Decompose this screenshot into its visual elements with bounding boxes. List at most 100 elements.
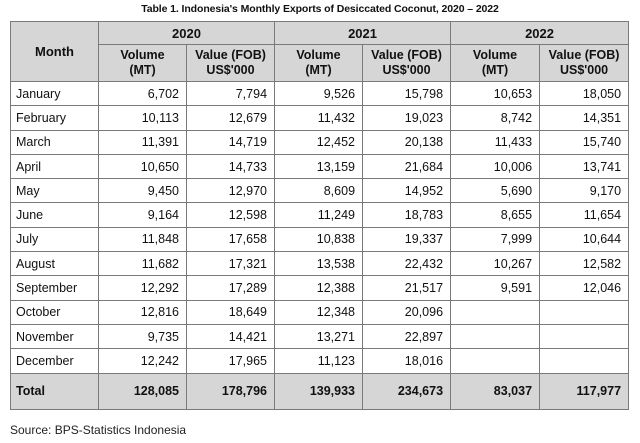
cell-volume-2021: 11,123 [274,348,364,374]
cell-value-2020: 12,679 [185,105,276,131]
cell-volume-2022: 11,433 [450,129,541,155]
cell-month: February [10,105,99,131]
cell-volume-2022: 10,267 [450,251,541,277]
cell-value-2020: 17,289 [185,275,276,301]
cell-value-2021: 21,684 [362,153,452,180]
cell-month: June [10,202,99,228]
cell-month: September [10,275,99,301]
header-value-2022: Value (FOB) US$'000 [539,44,630,82]
cell-volume-2020: 12,292 [98,275,187,301]
cell-volume-2022 [450,299,541,325]
table-row: November 9,735 14,421 13,271 22,897 [10,323,630,350]
cell-volume-2022 [450,348,541,374]
cell-month: December [10,348,99,374]
cell-value-2020: 14,719 [185,129,276,155]
table-header: Month 2020 2021 2022 Volume (MT) Value (F… [10,21,630,82]
cell-volume-2021: 9,526 [274,80,364,107]
table-row: December 12,242 17,965 11,123 18,016 [10,348,630,374]
cell-value-2021: 22,897 [362,323,452,350]
header-volume-2021: Volume (MT) [274,44,364,82]
cell-value-2020: 14,421 [185,323,276,350]
cell-volume-2020: 10,650 [98,153,187,180]
exports-table: Month 2020 2021 2022 Volume (MT) Value (F… [10,21,630,410]
header-volume-2022: Volume (MT) [450,44,541,82]
header-volume-line2: (MT) [305,63,332,77]
cell-volume-2021: 11,249 [274,202,364,228]
header-value-2020: Value (FOB) US$'000 [185,44,276,82]
cell-volume-2020: 11,848 [98,226,187,253]
table-row: January 6,702 7,794 9,526 15,798 10,653 18,050 [10,80,630,107]
cell-month: August [10,251,99,277]
cell-value-2022: 13,741 [539,153,630,180]
header-value-line2: US$'000 [206,63,255,77]
cell-volume-2020: 12,816 [98,299,187,325]
cell-volume-2022: 5,690 [450,178,541,204]
cell-volume-2020: 9,164 [98,202,187,228]
table-row: October 12,816 18,649 12,348 20,096 [10,299,630,325]
cell-value-2022: 9,170 [539,178,630,204]
cell-value-2020: 18,649 [185,299,276,325]
cell-value-2020: 17,965 [185,348,276,374]
header-value-line1: Value (FOB) [371,48,442,62]
cell-value-2020: 17,658 [185,226,276,253]
header-volume-line1: Volume [472,48,518,62]
header-volume-line2: (MT) [129,63,156,77]
header-year-2020: 2020 [97,21,276,45]
cell-volume-2021: 8,609 [274,178,364,204]
total-value-2020: 178,796 [185,372,276,410]
table-row: May 9,450 12,970 8,609 14,952 5,690 9,170 [10,178,630,204]
header-value-line1: Value (FOB) [548,48,620,62]
cell-value-2020: 12,598 [185,202,276,228]
cell-volume-2021: 12,348 [274,299,364,325]
cell-month: April [10,153,99,180]
header-value-line2: US$'000 [559,63,609,77]
table-row: April 10,650 14,733 13,159 21,684 10,006 13,74… [10,153,630,180]
table-body: January 6,702 7,794 9,526 15,798 10,653 18,050… [10,80,630,374]
header-value-line2: US$'000 [382,63,431,77]
table-row: March 11,391 14,719 12,452 20,138 11,433 15,74… [10,129,630,155]
header-row-measures: Volume (MT) Value (FOB) US$'000 Volume (MT)… [11,44,630,82]
header-volume-line2: (MT) [481,63,509,77]
header-value-line1: Value (FOB) [195,48,266,62]
cell-volume-2020: 11,682 [98,251,187,277]
cell-volume-2022: 7,999 [450,226,541,253]
cell-volume-2021: 13,538 [274,251,364,277]
table-row: June 9,164 12,598 11,249 18,783 8,655 11,654 [10,202,630,228]
table-footer: Total 128,085 178,796 139,933 234,673 83… [10,372,630,410]
cell-value-2022: 15,740 [539,129,630,155]
cell-value-2021: 22,432 [362,251,452,277]
cell-month: November [10,323,99,350]
cell-value-2021: 14,952 [362,178,452,204]
cell-volume-2021: 10,838 [274,226,364,253]
cell-value-2021: 21,517 [362,275,452,301]
cell-value-2022: 18,050 [539,80,630,107]
cell-value-2022: 14,351 [539,105,630,131]
header-month: Month [10,21,99,82]
total-volume-2021: 139,933 [274,372,364,410]
cell-value-2021: 19,337 [362,226,452,253]
cell-value-2021: 20,096 [362,299,452,325]
cell-volume-2021: 12,388 [274,275,364,301]
header-volume-line1: Volume [120,48,165,62]
cell-volume-2022: 8,742 [450,105,541,131]
header-year-2021: 2021 [274,21,452,45]
cell-volume-2021: 11,432 [274,105,364,131]
cell-volume-2022: 8,655 [450,202,541,228]
cell-volume-2022: 9,591 [450,275,541,301]
cell-volume-2022: 10,006 [450,153,541,180]
header-row-years: Month 2020 2021 2022 [10,21,630,82]
cell-value-2022: 12,046 [539,275,630,301]
cell-volume-2021: 13,159 [274,153,364,180]
cell-volume-2020: 10,113 [98,105,187,131]
cell-value-2020: 14,733 [185,153,276,180]
table-title: Table 1. Indonesia's Monthly Exports of … [141,3,499,15]
cell-value-2021: 18,016 [362,348,452,374]
cell-month: January [10,80,99,107]
cell-month: May [10,178,99,204]
cell-volume-2022: 10,653 [450,80,541,107]
table-row: September 12,292 17,289 12,388 21,517 9,591 12… [10,275,630,301]
cell-volume-2021: 13,271 [274,323,364,350]
cell-volume-2020: 6,702 [98,80,187,107]
cell-volume-2022 [450,323,541,350]
